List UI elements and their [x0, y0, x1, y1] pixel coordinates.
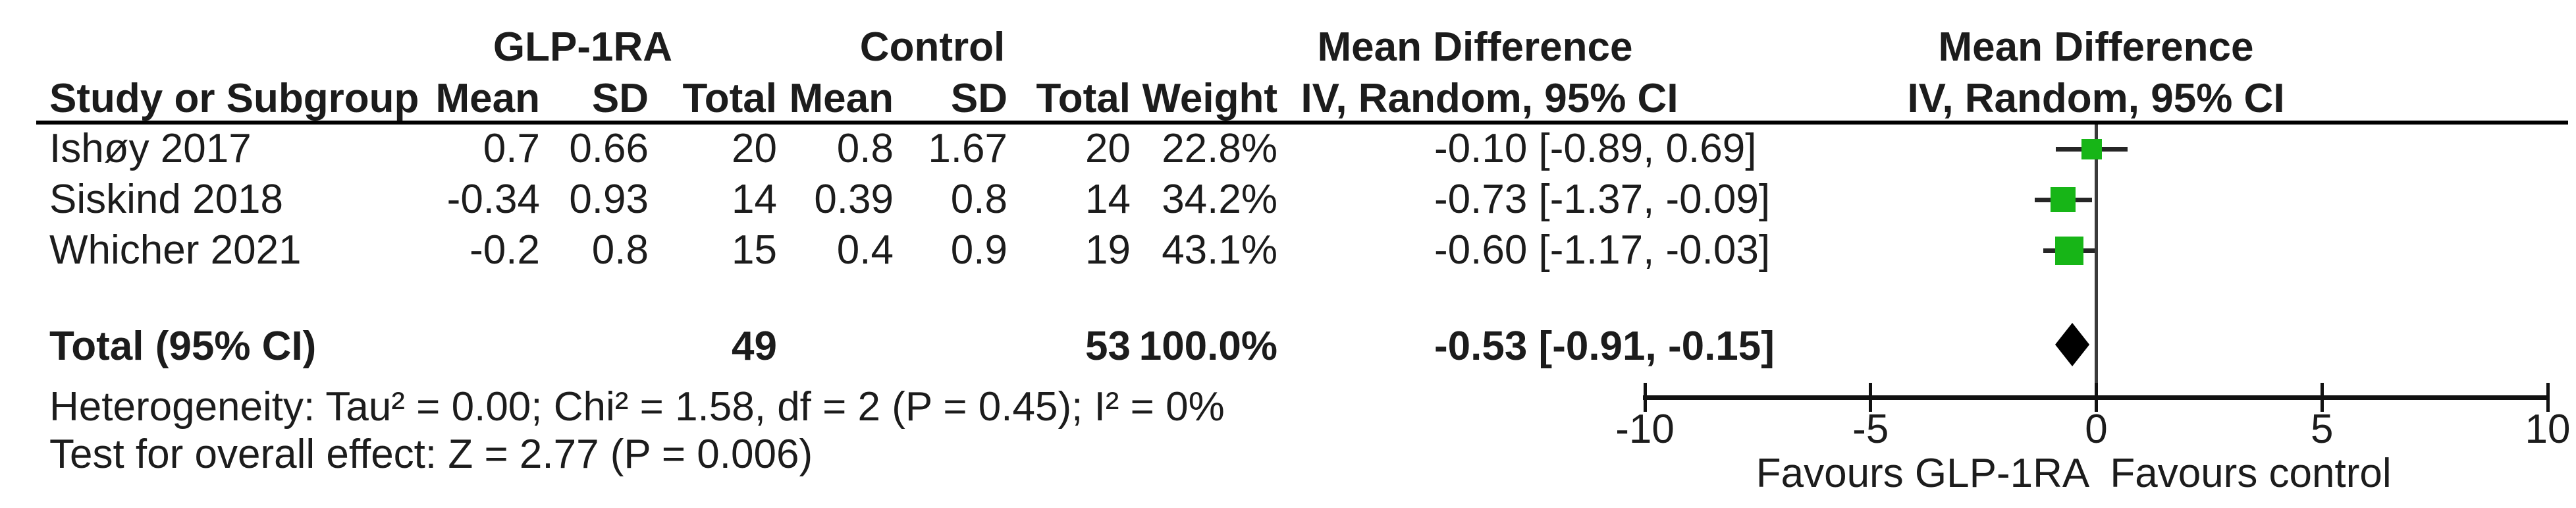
effect-square — [2081, 138, 2103, 159]
col-header-control-sd: SD — [950, 76, 1007, 121]
cell-treatment-total: 20 — [732, 126, 777, 171]
cell-md-ci: -0.73 [-1.37, -0.09] — [1434, 177, 1771, 222]
cell-treatment-mean: -0.34 — [446, 177, 540, 222]
cell-weight: 34.2% — [1162, 177, 1277, 222]
cell-control-mean: 0.4 — [836, 227, 894, 273]
group-header-effect-plot: Mean Difference — [1938, 24, 2254, 70]
effect-square — [2054, 236, 2083, 265]
group-header-effect-stats: Mean Difference — [1317, 24, 1633, 70]
axis-tick-label: 10 — [2525, 407, 2571, 452]
heterogeneity-note: Heterogeneity: Tau² = 0.00; Chi² = 1.58,… — [49, 384, 1225, 430]
cell-treatment-mean: 0.7 — [483, 126, 540, 171]
header-rule — [36, 121, 2568, 125]
cell-treatment-total: 14 — [732, 177, 777, 222]
col-header-weight: Weight — [1142, 76, 1278, 121]
cell-control-sd: 0.9 — [950, 227, 1007, 273]
col-header-treatment-sd: SD — [591, 76, 649, 121]
total-treatment-n: 49 — [732, 324, 777, 369]
group-header-control: Control — [859, 24, 1006, 70]
study-label: Whicher 2021 — [49, 227, 302, 273]
total-control-n: 53 — [1085, 324, 1131, 369]
col-header-treatment-total: Total — [682, 76, 778, 121]
study-label: Siskind 2018 — [49, 177, 284, 222]
cell-control-mean: 0.39 — [814, 177, 894, 222]
cell-md-ci: -0.60 [-1.17, -0.03] — [1434, 227, 1771, 273]
axis-tick — [1643, 383, 1647, 412]
cell-control-total: 20 — [1085, 126, 1131, 171]
cell-treatment-sd: 0.66 — [569, 126, 649, 171]
favours-right-label: Favours control — [2110, 451, 2392, 496]
col-header-study: Study or Subgroup — [49, 76, 419, 121]
cell-treatment-sd: 0.8 — [591, 227, 649, 273]
cell-md-ci: -0.10 [-0.89, 0.69] — [1434, 126, 1757, 171]
group-header-treatment: GLP-1RA — [493, 24, 673, 70]
cell-control-sd: 0.8 — [950, 177, 1007, 222]
cell-treatment-mean: -0.2 — [470, 227, 540, 273]
total-diamond — [2055, 323, 2090, 366]
overall-effect-note: Test for overall effect: Z = 2.77 (P = 0… — [49, 432, 813, 477]
col-header-control-total: Total — [1036, 76, 1131, 121]
axis-tick-label: -10 — [1615, 407, 1675, 452]
study-label: Ishøy 2017 — [49, 126, 252, 171]
axis-tick — [1869, 383, 1873, 412]
cell-control-mean: 0.8 — [836, 126, 894, 171]
col-header-control-mean: Mean — [789, 76, 894, 121]
cell-treatment-sd: 0.93 — [569, 177, 649, 222]
total-label: Total (95% CI) — [49, 324, 317, 369]
cell-control-total: 14 — [1085, 177, 1131, 222]
total-md-ci: -0.53 [-0.91, -0.15] — [1434, 324, 1775, 369]
axis-tick — [2320, 383, 2324, 412]
cell-weight: 22.8% — [1162, 126, 1277, 171]
col-header-treatment-mean: Mean — [435, 76, 540, 121]
axis-tick — [2546, 383, 2550, 412]
col-header-effect-stats-sub: IV, Random, 95% CI — [1301, 76, 1678, 121]
axis-tick-label: 0 — [2085, 407, 2108, 452]
favours-left-label: Favours GLP-1RA — [1756, 451, 2090, 496]
cell-control-sd: 1.67 — [928, 126, 1007, 171]
axis-tick-label: -5 — [1852, 407, 1889, 452]
cell-weight: 43.1% — [1162, 227, 1277, 273]
col-header-effect-plot-sub: IV, Random, 95% CI — [1907, 76, 2285, 121]
zero-line — [2095, 125, 2098, 397]
axis-tick — [2095, 383, 2098, 412]
axis-tick-label: 5 — [2311, 407, 2334, 452]
effect-square — [2051, 187, 2076, 212]
cell-treatment-total: 15 — [732, 227, 777, 273]
cell-control-total: 19 — [1085, 227, 1131, 273]
total-weight: 100.0% — [1139, 324, 1277, 369]
